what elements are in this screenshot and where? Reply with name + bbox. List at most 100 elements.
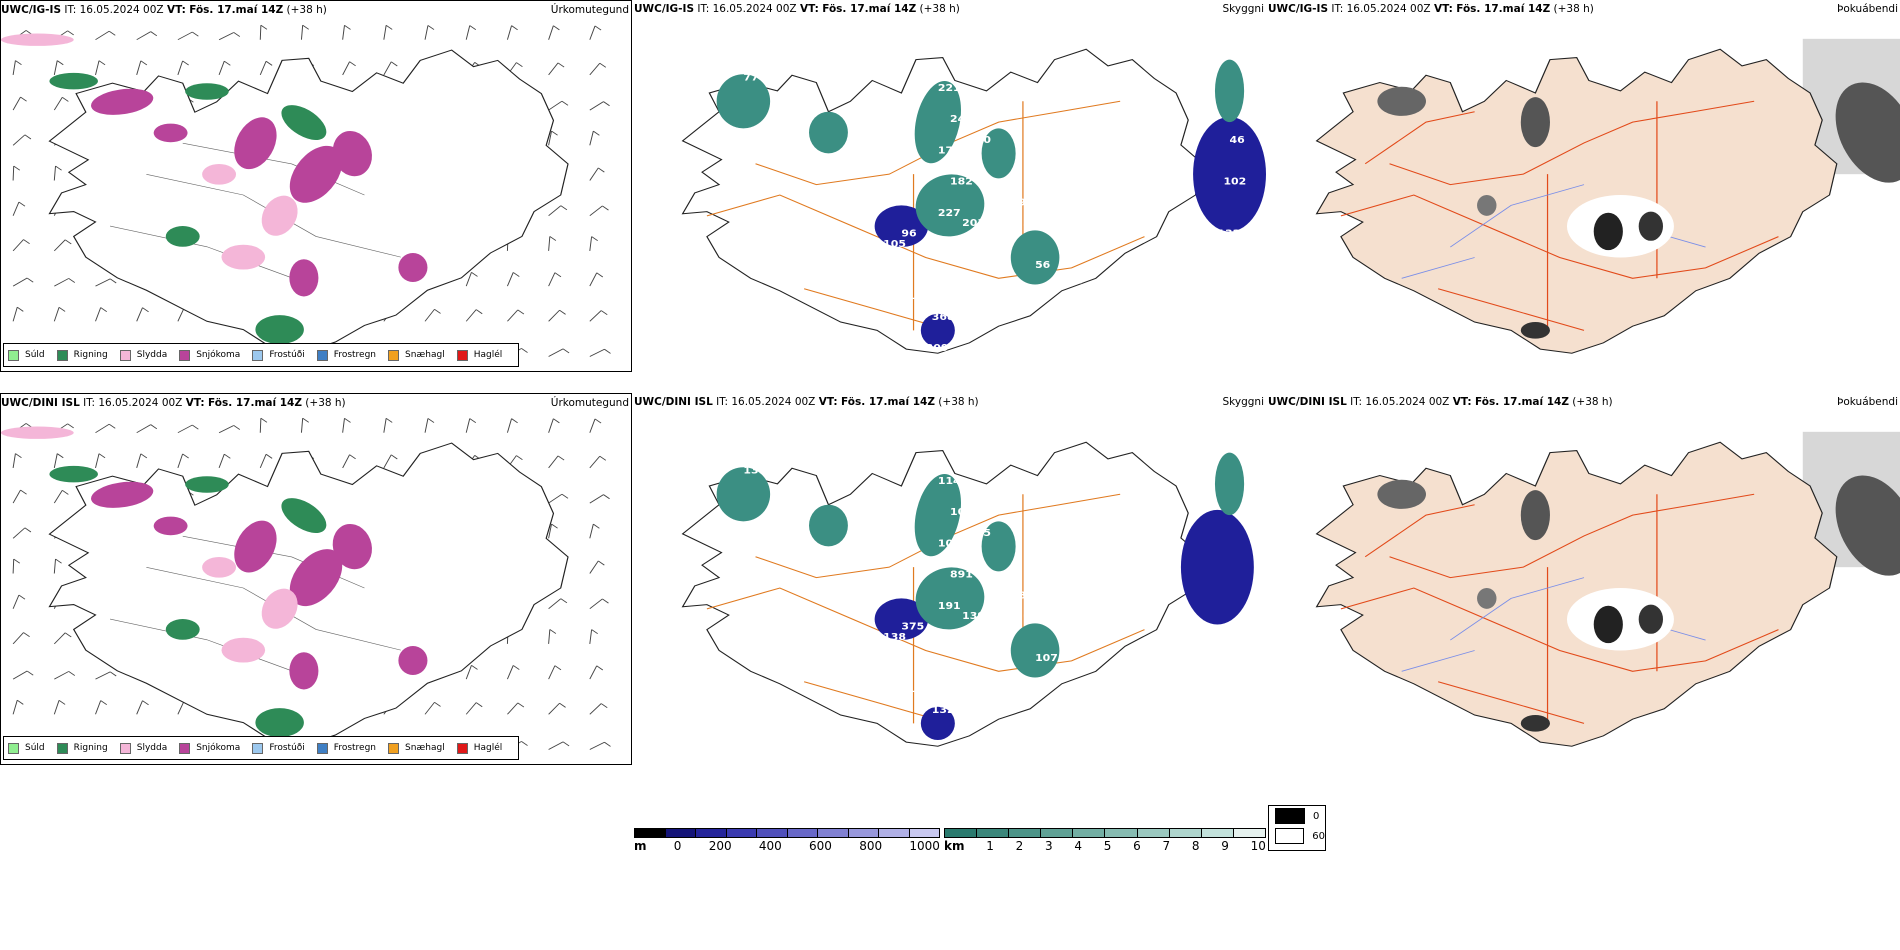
model-name: UWC/IG-IS [1,4,62,16]
fog-map [1268,18,1900,372]
legend-item: Snæhagl [388,742,445,754]
lead-time: (+38 h) [305,397,346,409]
visibility-value: 105 [756,518,779,528]
legend-swatch [179,742,191,754]
visibility-value: 891 [950,570,973,580]
legend-label: Slydda [136,743,168,753]
field-name: Úrkomutegund [550,397,629,409]
colorbar-unit: km [944,839,965,853]
fog-legend-swatch [1275,828,1305,844]
legend-swatch [456,742,468,754]
ptype-panel: UWC/IG-IS IT: 16.05.2024 00Z VT: Fös. 17… [0,0,632,372]
valid-time-label: VT: [1452,396,1472,408]
valid-time: Fös. 17.maí 14Z [1474,396,1569,408]
colorbar-unit: m [634,839,647,853]
legend-item: Súld [8,349,45,361]
legend-label: Snjókoma [196,743,241,753]
visibility-value: 132 [932,706,955,716]
visibility-value: 165 [968,529,991,539]
fog-legend-item: 0 [1269,806,1325,826]
init-time: IT: 16.05.2024 00Z [1331,3,1431,15]
legend-swatch [179,349,191,361]
ptype-panel: UWC/DINI ISL IT: 16.05.2024 00Z VT: Fös.… [0,393,632,765]
visibility-value: 139 [962,612,985,622]
field-name: Þokuábendi [1837,396,1898,408]
legend-label: Slydda [136,350,168,360]
init-time: IT: 16.05.2024 00Z [1350,396,1450,408]
fog-map [1268,411,1900,765]
legend-label: Snjókoma [196,350,241,360]
visibility-value: 55 [1059,669,1074,679]
visibility-value: 69 [1023,612,1038,622]
field-name: Úrkomutegund [550,4,629,16]
legend-item: Frostúði [252,349,305,361]
model-name: UWC/DINI ISL [634,396,713,408]
lead-time: (+38 h) [1572,396,1613,408]
ptype-map [1,412,631,764]
legend-label: Súld [25,743,45,753]
valid-time: Fös. 17.maí 14Z [189,4,284,16]
valid-time-label: VT: [818,396,838,408]
legend-label: Haglél [473,743,503,753]
legend-label: Haglél [473,350,503,360]
legend-label: Frostúði [269,350,305,360]
visibility-value: 201 [1059,276,1082,286]
visibility-value: 309 [926,344,949,354]
legend-swatch [316,349,328,361]
visibility-panel: UWC/IG-IS IT: 16.05.2024 00Z VT: Fös. 17… [634,0,1266,372]
fog-legend-swatch [1275,808,1305,824]
legend-item: Rigning [56,349,108,361]
lead-time: (+38 h) [919,3,960,15]
fog-panel: UWC/DINI ISL IT: 16.05.2024 00Z VT: Fös.… [1268,393,1900,765]
legend-label: Rigning [73,743,108,753]
visibility-value: 86 [865,250,880,260]
init-time: IT: 16.05.2024 00Z [697,3,797,15]
fog-legend-label: 0 [1313,810,1320,822]
visibility-value: 311 [1023,219,1046,229]
visibility-value: 245 [950,115,973,125]
visibility-map: 131 105 114 109 105 165 891 191 139 375 138 143 58 69… [634,411,1266,765]
valid-time-label: VT: [185,397,205,409]
legend-item: Rigning [56,742,108,754]
visibility-value: 203 [962,219,985,229]
panel-header: UWC/DINI ISL IT: 16.05.2024 00Z VT: Fös.… [1268,393,1900,411]
visibility-value: 137 [907,292,930,302]
legend-item: Slydda [119,349,168,361]
precip-type-legend: Súld Rigning Slydda Snjókoma Frostúði Frostre… [3,343,520,367]
visibility-value: 46 [1230,136,1245,146]
visibility-value: 176 [938,146,961,156]
legend-item: Snæhagl [388,349,445,361]
legend-item: Snjókoma [179,349,241,361]
visibility-value: 102 [1223,177,1246,187]
precip-type-legend: Súld Rigning Slydda Snjókoma Frostúði Frostre… [3,736,520,760]
visibility-value: 56 [1035,261,1050,271]
fog-legend-item: 60 [1269,826,1325,846]
legend-swatch [252,742,264,754]
visibility-value: 191 [938,601,961,611]
fog-legend: 0 60 [1268,805,1326,851]
field-name: Skyggni [1222,3,1265,15]
legend-swatch [388,742,400,754]
init-time: IT: 16.05.2024 00Z [716,396,816,408]
init-time: IT: 16.05.2024 00Z [64,4,164,16]
visibility-panel: UWC/DINI ISL IT: 16.05.2024 00Z VT: Fös.… [634,393,1266,765]
legend-swatch [8,742,19,754]
visibility-value: 138 [883,633,906,643]
init-time: IT: 16.05.2024 00Z [83,397,183,409]
valid-time-label: VT: [799,3,819,15]
visibility-value: 69 [1011,198,1026,208]
panel-header: UWC/IG-IS IT: 16.05.2024 00Z VT: Fös. 17… [634,0,1266,18]
model-name: UWC/IG-IS [1268,3,1329,15]
visibility-value: 58 [1011,591,1026,601]
valid-time-label: VT: [166,4,186,16]
legend-label: Súld [25,350,45,360]
visibility-value: 190 [968,136,991,146]
visibility-value: 127 [756,125,779,135]
ptype-map [1,19,631,371]
lead-time: (+38 h) [1553,3,1594,15]
visibility-value: 182 [950,177,973,187]
legend-swatch [119,349,131,361]
